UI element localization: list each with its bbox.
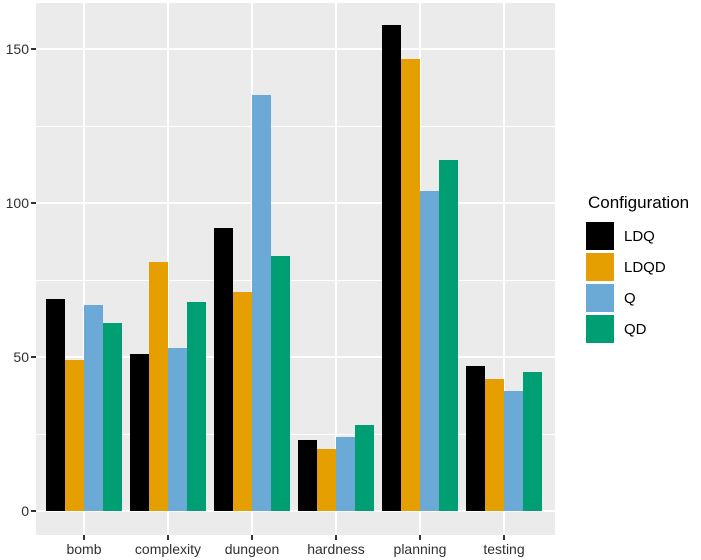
bar-Q-testing: [504, 390, 523, 511]
legend-label-LDQD: LDQD: [624, 258, 666, 276]
legend: Configuration LDQ LDQD Q QD: [586, 193, 701, 346]
gridline-major: [36, 202, 555, 205]
bar-Q-bomb: [84, 304, 103, 511]
gridline-minor: [36, 434, 555, 436]
legend-item-LDQ: LDQ: [586, 222, 701, 250]
y-tick-mark: [31, 356, 36, 359]
bar-QD-testing: [522, 372, 542, 511]
legend-swatch-QD: [586, 315, 614, 343]
bar-LDQ-bomb: [46, 298, 66, 511]
x-tick-label-testing: testing: [483, 541, 525, 557]
legend-title: Configuration: [588, 193, 690, 212]
y-tick-label: 50: [13, 349, 29, 366]
bar-QD-complexity: [186, 301, 206, 511]
gridline-minor: [36, 126, 555, 128]
bar-LDQD-planning: [401, 58, 420, 511]
x-tick-mark: [503, 535, 505, 540]
x-tick-label-complexity: complexity: [134, 541, 202, 557]
legend-item-LDQD: LDQD: [586, 253, 701, 281]
bar-Q-complexity: [168, 347, 187, 511]
legend-label-LDQ: LDQ: [624, 227, 655, 245]
x-tick-mark: [335, 535, 337, 540]
gridline-vertical: [335, 3, 337, 535]
bar-LDQ-planning: [382, 24, 402, 511]
plot-panel: [36, 3, 555, 535]
x-tick-label-hardness: hardness: [307, 541, 365, 557]
legend-label-Q: Q: [624, 289, 636, 307]
legend-items: LDQ LDQD Q QD: [586, 222, 701, 343]
bar-QD-dungeon: [270, 255, 290, 511]
bar-LDQ-dungeon: [214, 227, 234, 511]
gridline-minor: [36, 280, 555, 282]
legend-item-Q: Q: [586, 284, 701, 312]
gridline-major: [36, 510, 555, 512]
x-tick-label-dungeon: dungeon: [224, 541, 280, 557]
gridline-major: [36, 48, 555, 51]
gridline-vertical: [167, 3, 169, 535]
legend-item-QD: QD: [586, 315, 701, 343]
gridline-vertical: [83, 3, 85, 535]
y-tick-mark: [31, 510, 36, 512]
x-tick-mark: [83, 535, 85, 540]
bar-Q-planning: [420, 190, 439, 511]
bar-QD-planning: [438, 160, 458, 511]
legend-label-QD: QD: [624, 320, 647, 338]
bar-QD-hardness: [354, 424, 374, 511]
bar-LDQ-complexity: [130, 354, 150, 511]
y-tick-mark: [31, 48, 36, 51]
bar-Q-hardness: [336, 437, 355, 511]
x-tick-mark: [419, 535, 421, 540]
bar-Q-dungeon: [252, 95, 271, 511]
bar-LDQD-hardness: [317, 449, 336, 511]
legend-swatch-LDQD: [586, 253, 614, 281]
bar-LDQ-testing: [466, 366, 486, 511]
x-tick-label-bomb: bomb: [66, 541, 102, 557]
bar-LDQD-complexity: [149, 261, 168, 511]
bar-LDQ-hardness: [298, 440, 318, 511]
bar-QD-bomb: [102, 323, 122, 511]
x-tick-label-planning: planning: [393, 541, 447, 557]
y-tick-label: 0: [21, 503, 29, 519]
y-tick-mark: [31, 202, 36, 205]
bar-LDQD-testing: [485, 378, 504, 511]
x-tick-mark: [251, 535, 253, 540]
bar-LDQD-dungeon: [233, 292, 252, 511]
gridline-vertical: [503, 3, 505, 535]
y-tick-label: 100: [5, 195, 29, 212]
legend-swatch-LDQ: [586, 222, 614, 250]
y-tick-label: 150: [5, 41, 29, 58]
x-tick-mark: [167, 535, 169, 540]
legend-swatch-Q: [586, 284, 614, 312]
gridline-major: [36, 356, 555, 359]
bar-LDQD-bomb: [65, 360, 84, 511]
